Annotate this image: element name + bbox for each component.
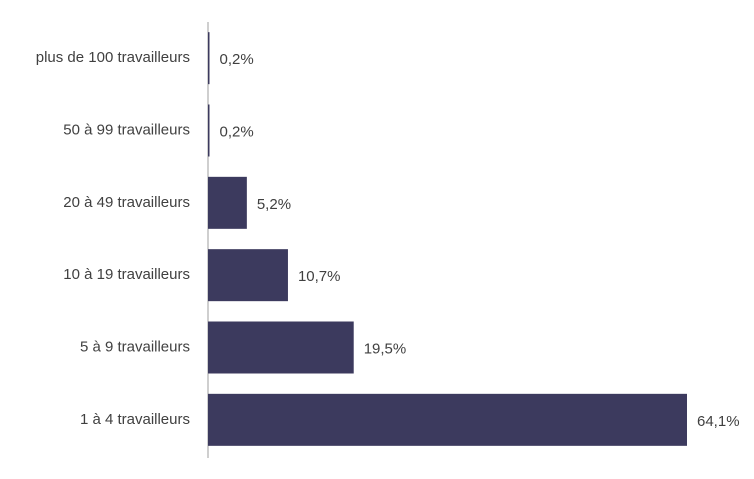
- value-label: 10,7%: [298, 268, 341, 285]
- y-tick-label: 50 à 99 travailleurs: [63, 121, 190, 138]
- y-tick-label: 1 à 4 travailleurs: [80, 411, 190, 428]
- value-label: 64,1%: [697, 413, 740, 430]
- y-tick-label: 10 à 19 travailleurs: [63, 266, 190, 283]
- value-label: 5,2%: [257, 196, 291, 213]
- bar: [208, 32, 210, 85]
- bar: [208, 321, 354, 374]
- y-tick-label: 5 à 9 travailleurs: [80, 338, 190, 355]
- bar: [208, 104, 210, 157]
- bar: [208, 393, 687, 446]
- y-tick-label: plus de 100 travailleurs: [36, 49, 190, 66]
- y-tick-label: 20 à 49 travailleurs: [63, 194, 190, 211]
- value-label: 19,5%: [364, 340, 407, 357]
- value-label: 0,2%: [219, 51, 253, 68]
- bar: [208, 176, 247, 229]
- bar: [208, 249, 288, 302]
- value-label: 0,2%: [219, 123, 253, 140]
